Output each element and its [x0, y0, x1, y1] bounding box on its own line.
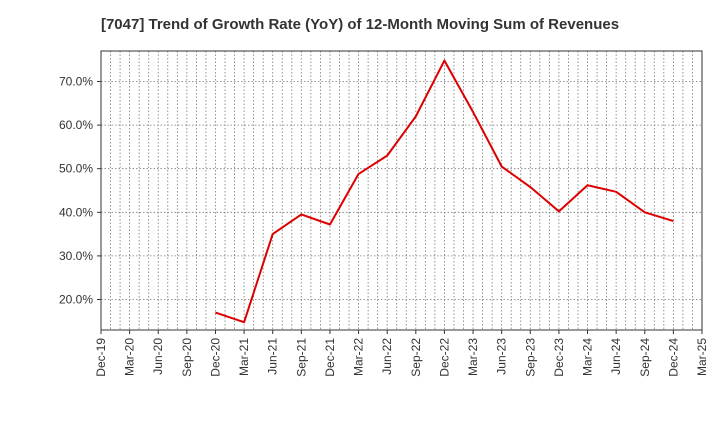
y-axis-ticks: 20.0% 30.0% 40.0% 50.0% 60.0% 70.0% — [59, 75, 101, 306]
x-tick-label: Sep-23 — [523, 338, 537, 377]
x-tick-label: Sep-20 — [180, 338, 194, 377]
x-tick-label: Jun-24 — [609, 338, 623, 375]
x-tick-label: Jun-22 — [380, 338, 394, 375]
x-tick-label: Dec-19 — [94, 338, 108, 377]
chart-title: [7047] Trend of Growth Rate (YoY) of 12-… — [100, 16, 620, 33]
x-tick-label: Dec-22 — [437, 338, 451, 377]
grid-lines — [101, 51, 702, 330]
x-tick-label: Sep-24 — [638, 338, 652, 377]
x-tick-label: Dec-20 — [208, 338, 222, 377]
x-tick-label: Sep-21 — [294, 338, 308, 377]
x-tick-label: Dec-23 — [552, 338, 566, 377]
x-tick-label: Mar-20 — [123, 338, 137, 376]
x-tick-label: Mar-22 — [352, 338, 366, 376]
y-tick-label: 40.0% — [59, 205, 93, 219]
series-layer — [215, 59, 674, 324]
x-tick-label: Jun-20 — [151, 338, 165, 375]
y-tick-label: 50.0% — [59, 162, 93, 176]
x-tick-label: Mar-24 — [581, 338, 595, 376]
x-tick-label: Sep-22 — [409, 338, 423, 377]
y-tick-label: 70.0% — [59, 75, 93, 89]
x-tick-label: Dec-21 — [323, 338, 337, 377]
x-axis-ticks: Dec-19 Mar-20 Jun-20 Sep-20 Dec-20 Mar-21 Jun-… — [94, 330, 709, 377]
y-tick-label: 60.0% — [59, 118, 93, 132]
x-tick-label: Mar-23 — [466, 338, 480, 376]
x-tick-label: Mar-21 — [237, 338, 251, 376]
x-tick-label: Mar-25 — [695, 338, 709, 376]
x-tick-label: Jun-21 — [266, 338, 280, 375]
x-tick-label: Jun-23 — [495, 338, 509, 375]
y-tick-label: 20.0% — [59, 292, 93, 306]
y-tick-label: 30.0% — [59, 249, 93, 263]
x-tick-label: Dec-24 — [666, 338, 680, 377]
plot-area-frame — [100, 50, 703, 331]
